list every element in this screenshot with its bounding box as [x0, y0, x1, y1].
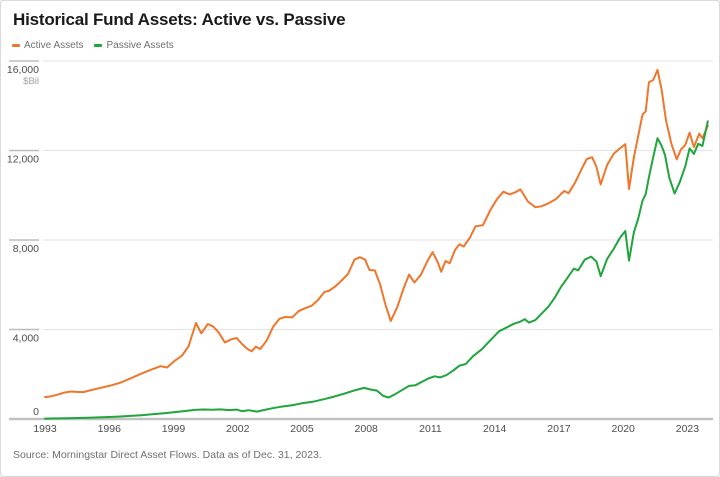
legend-item-active: Active Assets	[12, 40, 83, 51]
x-tick-label: 2014	[483, 423, 507, 435]
x-tick-label: 2017	[547, 423, 571, 435]
y-tick-label: 4,000	[13, 333, 39, 345]
y-tick-label: 0	[33, 406, 39, 418]
legend-label-active: Active Assets	[24, 40, 84, 51]
x-tick-label: 1996	[98, 423, 122, 435]
y-tick-label: 8,000	[13, 243, 39, 255]
x-tick-label: 2023	[676, 423, 700, 435]
x-tick-label: 1993	[33, 423, 57, 435]
x-tick-label: 2005	[290, 423, 314, 435]
x-tick-label: 2020	[612, 423, 636, 435]
x-tick-label: 2011	[419, 423, 442, 435]
x-tick-label: 2008	[355, 423, 379, 435]
y-axis-unit-label: $Bil	[23, 76, 39, 87]
page-title: Historical Fund Assets: Active vs. Passi…	[13, 10, 346, 29]
passive-series-marker-icon	[94, 44, 103, 47]
legend-item-passive: Passive Assets	[94, 40, 174, 51]
passive-assets-line	[44, 120, 709, 420]
source-note: Source: Morningstar Direct Asset Flows. …	[13, 449, 322, 461]
active-assets-line	[44, 68, 709, 399]
y-tick-label: 12,000	[7, 154, 39, 166]
x-tick-label: 1999	[162, 423, 186, 435]
active-series-marker-icon	[12, 44, 20, 47]
y-tick-label: 16,000	[7, 64, 39, 76]
chart-legend: Active Assets Passive Assets	[12, 40, 174, 51]
x-tick-label: 2002	[226, 423, 250, 435]
legend-label-passive: Passive Assets	[106, 40, 174, 51]
